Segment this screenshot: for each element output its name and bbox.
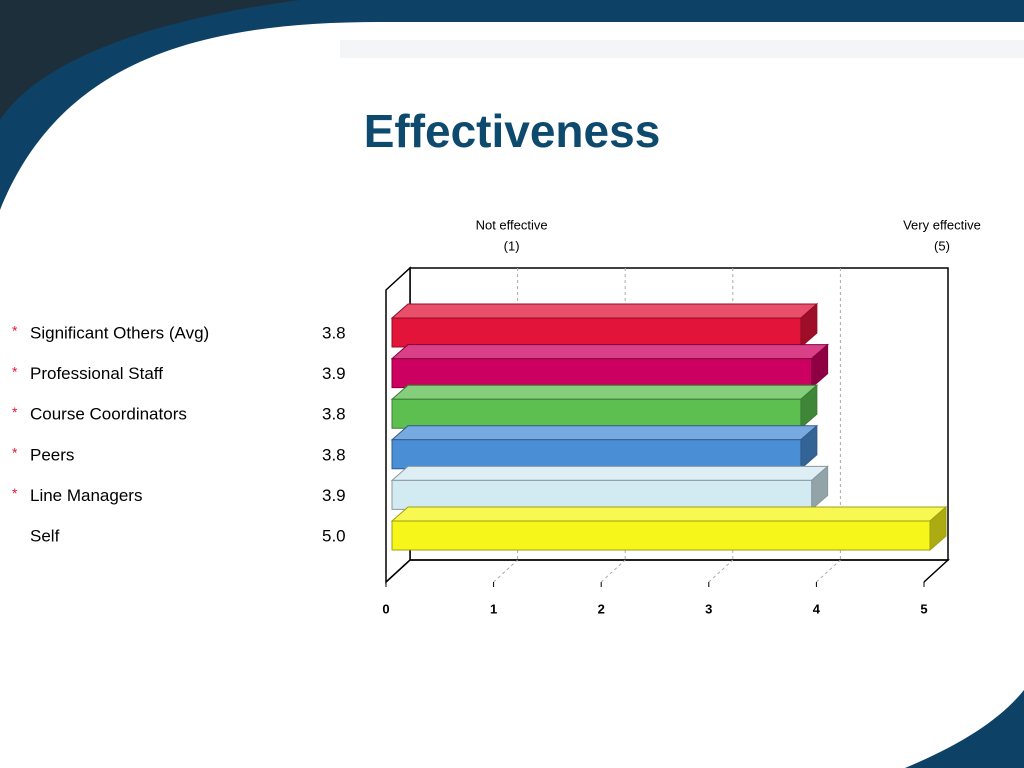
- bar: [390, 424, 819, 470]
- bar-face: [391, 479, 813, 510]
- bullet: *: [12, 485, 18, 501]
- x-tick-label: 0: [382, 601, 389, 616]
- value-label: 3.9: [322, 364, 346, 383]
- chart-title: Effectiveness: [364, 105, 661, 157]
- value-label: 3.9: [322, 486, 346, 505]
- bar: [390, 302, 819, 349]
- bar-face: [390, 425, 819, 441]
- bar: [390, 384, 819, 430]
- x-tick-label: 4: [813, 601, 821, 616]
- top-band: [340, 40, 1024, 58]
- bullet: *: [12, 445, 18, 461]
- bar-face: [391, 398, 802, 429]
- bar-face: [390, 506, 948, 522]
- corner-shade: [0, 0, 300, 120]
- x-tick-label: 5: [920, 601, 927, 616]
- category-label: Peers: [30, 445, 74, 464]
- annotation: (1): [504, 238, 520, 253]
- x-tick-label: 3: [705, 601, 712, 616]
- annotation: Not effective: [476, 217, 548, 232]
- bar: [390, 343, 829, 389]
- category-label: Professional Staff: [30, 364, 163, 383]
- bar-face: [390, 384, 819, 400]
- x-tick-label: 1: [490, 601, 497, 616]
- bottom-swoosh: [905, 690, 1024, 768]
- bar-face: [391, 439, 802, 470]
- bullet: *: [12, 323, 18, 339]
- value-label: 3.8: [322, 445, 346, 464]
- category-label: Self: [30, 526, 60, 545]
- value-label: 3.8: [322, 405, 346, 424]
- bar-face: [391, 358, 813, 389]
- bar: [390, 505, 948, 552]
- bar-face: [391, 317, 802, 348]
- bullet: *: [12, 404, 18, 420]
- bullet: *: [12, 363, 18, 379]
- category-label: Course Coordinators: [30, 405, 187, 424]
- value-label: 3.8: [322, 323, 346, 342]
- bar-face: [390, 465, 829, 481]
- bar-face: [391, 520, 931, 551]
- plot-floor: [385, 559, 950, 583]
- category-label: Significant Others (Avg): [30, 323, 209, 342]
- annotation: Very effective: [903, 217, 981, 232]
- category-label: Line Managers: [30, 486, 142, 505]
- bar-face: [390, 344, 829, 360]
- annotation: (5): [934, 238, 950, 253]
- value-label: 5.0: [322, 526, 346, 545]
- bar: [390, 465, 829, 511]
- bar-face: [390, 303, 819, 319]
- x-tick-label: 2: [598, 601, 605, 616]
